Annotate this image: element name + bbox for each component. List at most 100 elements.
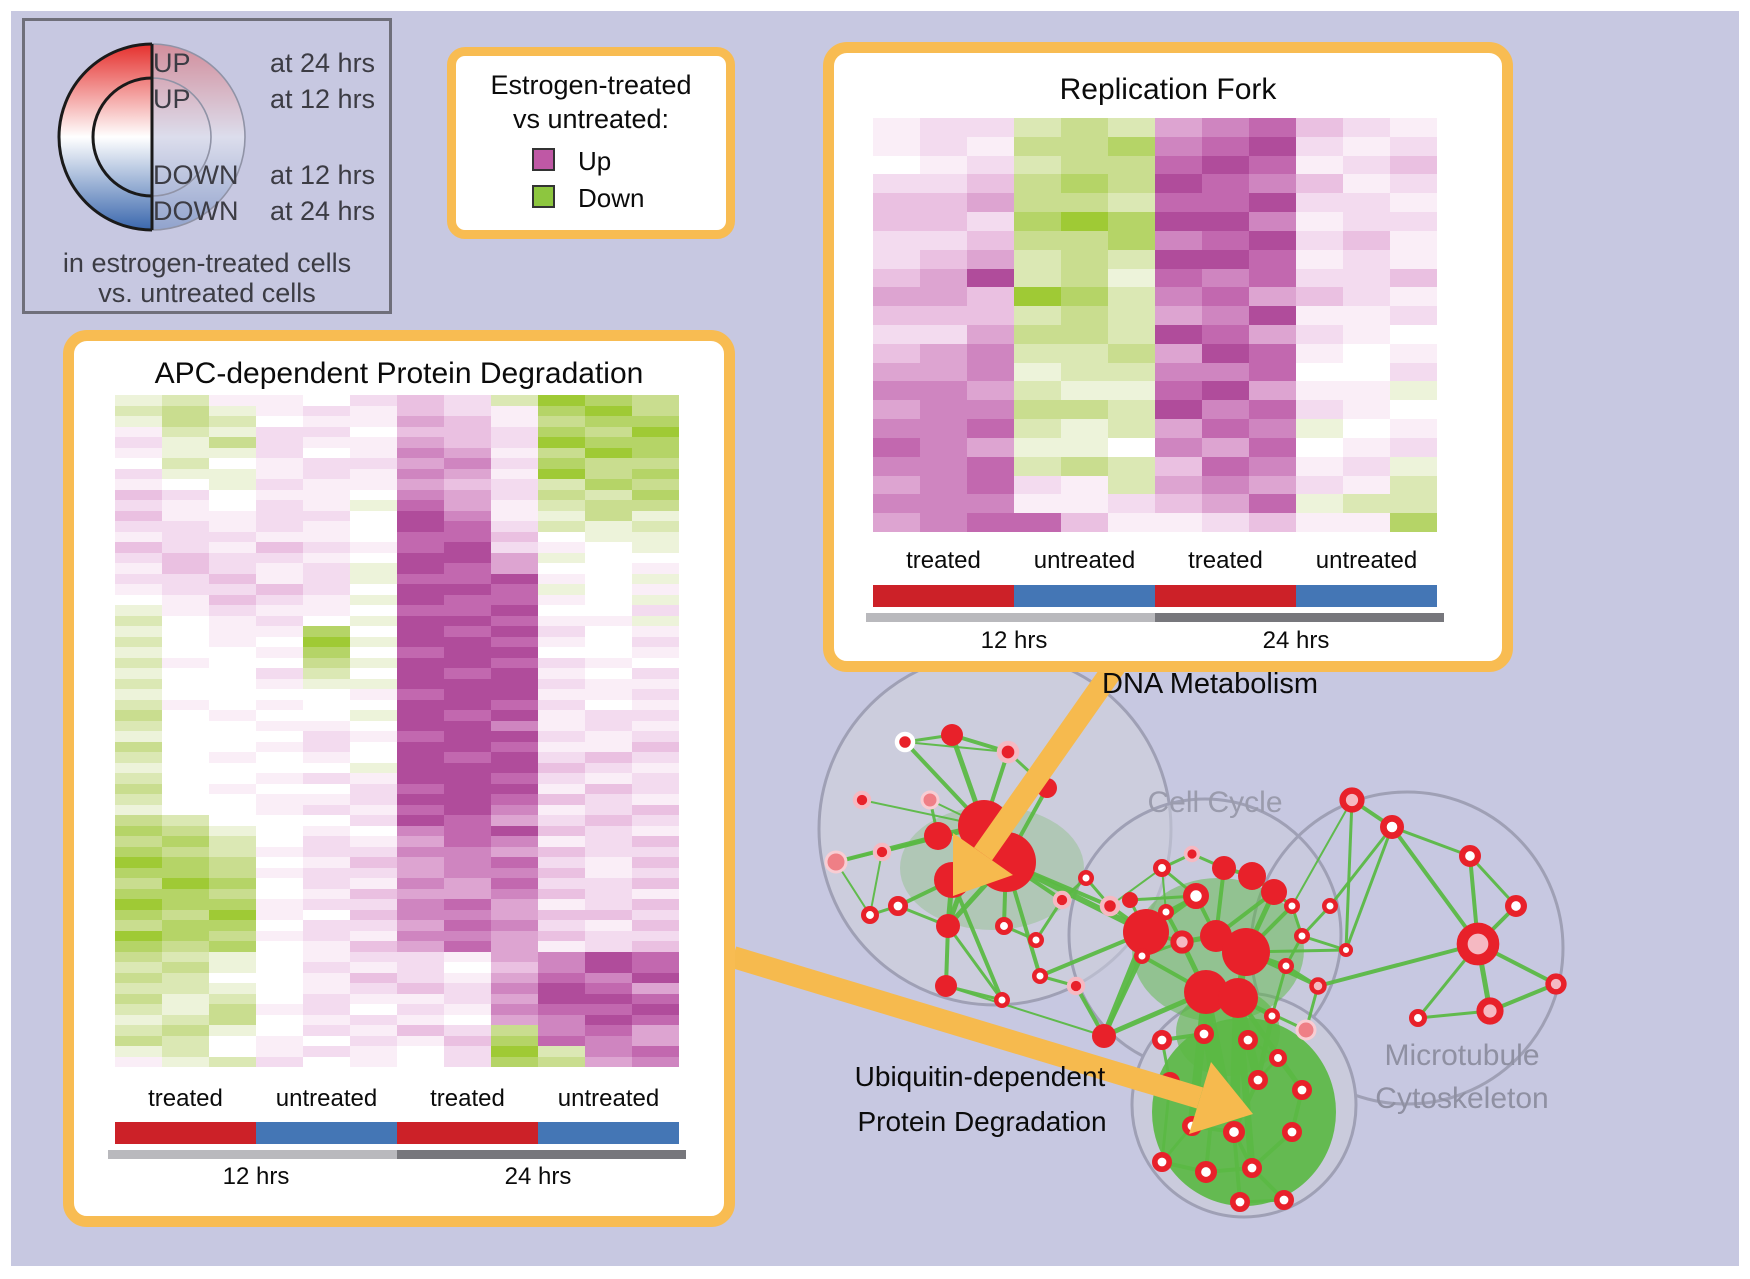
heatmap-cell	[538, 584, 585, 595]
heatmap-cell	[444, 710, 491, 721]
heatmap-cell	[162, 710, 209, 721]
heatmap-cell	[538, 395, 585, 406]
heatmap-cell	[397, 1056, 444, 1067]
heatmap-cell	[350, 825, 397, 836]
heatmap-cell	[1061, 212, 1108, 231]
network-edge	[1201, 991, 1219, 1091]
heatmap-cell	[873, 193, 920, 213]
heatmap-cell	[1061, 513, 1108, 532]
heatmap-cell	[350, 899, 397, 910]
heatmap-cell	[115, 909, 162, 920]
heatmap-cell	[1014, 400, 1061, 420]
gene-node-pinkhalo	[1099, 895, 1121, 917]
heatmap-cell	[538, 962, 585, 973]
apc-group-treated-24: treated	[430, 1085, 505, 1112]
heatmap-cell	[209, 584, 256, 595]
heatmap-cell	[256, 531, 303, 542]
heatmap-cell	[1249, 513, 1296, 532]
heatmap-cell	[256, 657, 303, 668]
heatmap-cell	[115, 794, 162, 805]
heatmap-cell	[397, 804, 444, 815]
heatmap-cell	[491, 930, 538, 941]
heatmap-cell	[162, 972, 209, 983]
heatmap-cell	[632, 605, 679, 616]
network-edge	[950, 879, 1004, 1001]
heatmap-cell	[303, 563, 350, 574]
heatmap-cell	[1296, 325, 1343, 344]
heatmap-cell	[350, 920, 397, 931]
heatmap-cell	[873, 513, 920, 532]
gene-node-pinkhalo	[1052, 890, 1072, 910]
gene-node-donut	[1409, 1009, 1428, 1028]
heatmap-cell	[397, 867, 444, 878]
network-edge	[1250, 1166, 1286, 1202]
heatmap-cell	[209, 920, 256, 931]
apc-title: APC-dependent Protein Degradation	[154, 357, 644, 390]
heatmap-cell	[444, 815, 491, 826]
heatmap-cell	[1061, 343, 1108, 363]
heatmap-cell	[1390, 136, 1437, 156]
heatmap-cell	[256, 584, 303, 595]
heatmap-cell	[444, 920, 491, 931]
heatmap-cell	[162, 468, 209, 479]
heatmap-cell	[350, 689, 397, 700]
heatmap-cell	[162, 741, 209, 752]
heatmap-cell	[1390, 249, 1437, 269]
heatmap-cell	[162, 983, 209, 994]
gene-node-halo	[894, 731, 916, 753]
heatmap-cell	[256, 899, 303, 910]
heatmap-cell	[303, 689, 350, 700]
heatmap-cell	[1296, 400, 1343, 420]
heatmap-cell	[303, 710, 350, 721]
heatmap-cell	[209, 878, 256, 889]
gene-node-solid	[1184, 970, 1228, 1014]
heatmap-cell	[256, 794, 303, 805]
network-edge	[1161, 867, 1167, 913]
heatmap-cell	[632, 573, 679, 584]
heatmap-cell	[303, 731, 350, 742]
heatmap-cell	[491, 836, 538, 847]
heatmap-cell	[1108, 287, 1155, 307]
heatmap-cell	[162, 867, 209, 878]
heatmap-cell	[1108, 268, 1155, 288]
heatmap-cell	[491, 804, 538, 815]
apc-time-bar-24	[397, 1150, 686, 1159]
network-edge	[1237, 996, 1307, 1032]
heatmap-cell	[303, 584, 350, 595]
heatmap-cell	[538, 678, 585, 689]
heatmap-cell	[585, 909, 632, 920]
heatmap-cell	[491, 846, 538, 857]
heatmap-cell	[397, 962, 444, 973]
heatmap-cell	[967, 174, 1014, 194]
heatmap-cell	[115, 920, 162, 931]
heatmap-cell	[538, 909, 585, 920]
heatmap-cell	[350, 552, 397, 563]
apc-bar-untreated-24	[538, 1122, 679, 1144]
heatmap-cell	[444, 405, 491, 416]
heatmap-cell	[350, 1004, 397, 1015]
heatmap-cell	[162, 573, 209, 584]
heatmap-cell	[491, 825, 538, 836]
heatmap-cell	[585, 689, 632, 700]
network-edge	[945, 984, 1003, 1002]
heatmap-cell	[350, 1035, 397, 1046]
heatmap-cell	[350, 563, 397, 574]
heatmap-cell	[303, 941, 350, 952]
heatmap-cell	[303, 1014, 350, 1025]
heatmap-cell	[444, 605, 491, 616]
heatmap-cell	[1061, 306, 1108, 325]
heatmap-cell	[538, 731, 585, 742]
network-edge	[1108, 904, 1148, 934]
heatmap-cell	[920, 419, 967, 438]
heatmap-cell	[632, 993, 679, 1004]
heatmap-cell	[967, 475, 1014, 495]
gene-node-donut	[1238, 1030, 1259, 1051]
heatmap-cell	[303, 605, 350, 616]
gene-node-solid	[1261, 879, 1287, 905]
network-edge	[869, 851, 883, 916]
network-edge	[1276, 1056, 1304, 1092]
heatmap-cell	[1202, 419, 1249, 438]
heatmap-cell	[256, 605, 303, 616]
heatmap-cell	[1061, 249, 1108, 269]
heatmap-cell	[115, 741, 162, 752]
